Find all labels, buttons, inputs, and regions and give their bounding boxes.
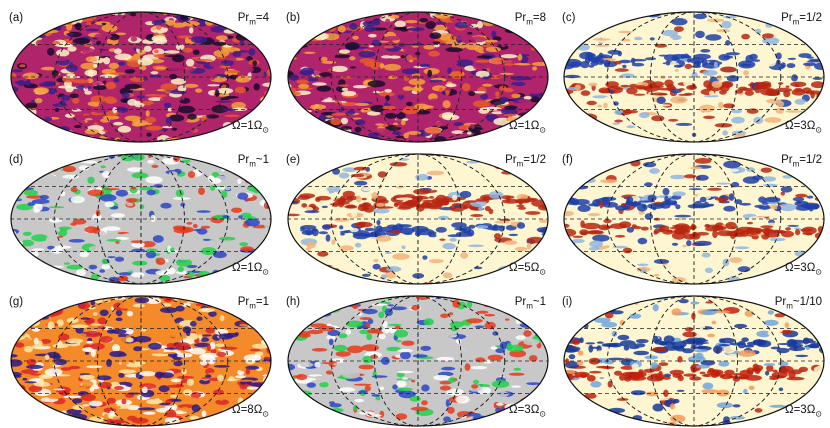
prandtl-symbol: Pr [515, 12, 527, 24]
prandtl-symbol: Pr [775, 296, 787, 308]
prandtl-label: Prm=8 [515, 12, 546, 26]
rotation-value: Ω=1Ω [232, 262, 262, 274]
rotation-subscript: ⊙ [539, 267, 546, 276]
prandtl-subscript: m [249, 17, 256, 26]
prandtl-symbol: Pr [781, 154, 793, 166]
rotation-value: Ω=1Ω [509, 120, 539, 132]
panel-label: (b) [286, 12, 300, 24]
prandtl-symbol: Pr [238, 154, 250, 166]
prandtl-label: Prm=1/2 [781, 12, 822, 26]
rotation-subscript: ⊙ [815, 409, 822, 418]
prandtl-value: =1/2 [799, 154, 822, 166]
rotation-value: Ω=3Ω [785, 120, 815, 132]
panel-i: (i) Prm~1/10 Ω=3Ω⊙ [556, 286, 830, 428]
prandtl-subscript: m [786, 301, 793, 310]
prandtl-label: Prm~1 [238, 154, 269, 168]
panel-e: (e) Prm=1/2 Ω=5Ω⊙ [280, 144, 556, 286]
prandtl-symbol: Pr [238, 12, 250, 24]
rotation-label: Ω=3Ω⊙ [785, 262, 822, 276]
panel-d: (d) Prm~1 Ω=1Ω⊙ [3, 144, 279, 286]
panel-label: (a) [9, 12, 23, 24]
rotation-label: Ω=5Ω⊙ [509, 262, 546, 276]
prandtl-subscript: m [249, 301, 256, 310]
rotation-subscript: ⊙ [539, 409, 546, 418]
prandtl-value: =1/2 [799, 12, 822, 24]
prandtl-subscript: m [526, 301, 533, 310]
prandtl-subscript: m [526, 17, 533, 26]
rotation-label: Ω=8Ω⊙ [232, 404, 269, 418]
panel-label: (i) [562, 296, 572, 308]
prandtl-value: =1/2 [523, 154, 546, 166]
rotation-subscript: ⊙ [539, 125, 546, 134]
prandtl-subscript: m [249, 159, 256, 168]
panel-label: (f) [562, 154, 573, 166]
prandtl-symbol: Pr [781, 12, 793, 24]
rotation-label: Ω=3Ω⊙ [785, 404, 822, 418]
rotation-value: Ω=5Ω [509, 262, 539, 274]
prandtl-label: Prm=1 [238, 296, 269, 310]
panel-c: (c) Prm=1/2 Ω=3Ω⊙ [556, 2, 830, 144]
prandtl-symbol: Pr [505, 154, 517, 166]
panel-a: (a) Prm=4 Ω=1Ω⊙ [3, 2, 279, 144]
rotation-subscript: ⊙ [262, 409, 269, 418]
panel-g: (g) Prm=1 Ω=8Ω⊙ [3, 286, 279, 428]
prandtl-label: Prm=1/2 [781, 154, 822, 168]
rotation-label: Ω=1Ω⊙ [232, 262, 269, 276]
panel-label: (g) [9, 296, 23, 308]
prandtl-value: ~1 [533, 296, 546, 308]
rotation-subscript: ⊙ [815, 125, 822, 134]
rotation-value: Ω=1Ω [232, 120, 262, 132]
panel-h: (h) Prm~1 Ω=3Ω⊙ [280, 286, 556, 428]
prandtl-label: Prm=1/2 [505, 154, 546, 168]
prandtl-label: Prm~1/10 [775, 296, 822, 310]
rotation-label: Ω=3Ω⊙ [509, 404, 546, 418]
rotation-subscript: ⊙ [262, 125, 269, 134]
rotation-value: Ω=8Ω [232, 404, 262, 416]
prandtl-label: Prm=4 [238, 12, 269, 26]
panel-label: (d) [9, 154, 23, 166]
prandtl-symbol: Pr [238, 296, 250, 308]
rotation-label: Ω=1Ω⊙ [509, 120, 546, 134]
rotation-subscript: ⊙ [815, 267, 822, 276]
rotation-value: Ω=3Ω [785, 404, 815, 416]
panel-label: (e) [286, 154, 300, 166]
panel-f: (f) Prm=1/2 Ω=3Ω⊙ [556, 144, 830, 286]
rotation-value: Ω=3Ω [509, 404, 539, 416]
prandtl-symbol: Pr [515, 296, 527, 308]
rotation-subscript: ⊙ [262, 267, 269, 276]
prandtl-value: =8 [533, 12, 546, 24]
panel-label: (h) [286, 296, 300, 308]
panel-label: (c) [562, 12, 575, 24]
prandtl-value: =4 [256, 12, 269, 24]
prandtl-value: ~1/10 [793, 296, 822, 308]
prandtl-value: ~1 [256, 154, 269, 166]
panel-b: (b) Prm=8 Ω=1Ω⊙ [280, 2, 556, 144]
rotation-label: Ω=3Ω⊙ [785, 120, 822, 134]
prandtl-label: Prm~1 [515, 296, 546, 310]
rotation-value: Ω=3Ω [785, 262, 815, 274]
rotation-label: Ω=1Ω⊙ [232, 120, 269, 134]
prandtl-value: =1 [256, 296, 269, 308]
